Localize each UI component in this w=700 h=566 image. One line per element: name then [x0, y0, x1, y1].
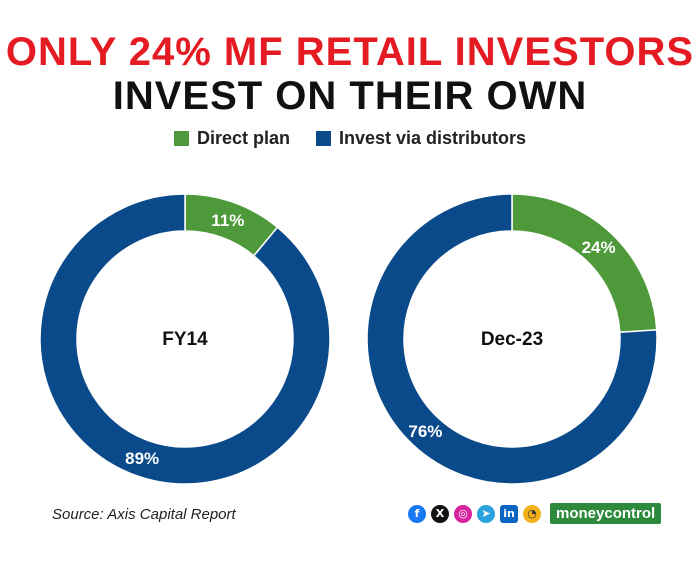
legend-label-direct: Direct plan	[196, 128, 290, 148]
legend-swatch-direct	[173, 131, 189, 146]
title-line-1: ONLY 24% MF RETAIL INVESTORS	[5, 30, 695, 74]
legend-item-distributor: Invest via distributors	[315, 128, 527, 149]
donut-center-label-1: Dec-23	[481, 329, 543, 350]
koo-icon[interactable]: ◔	[523, 504, 541, 523]
slice-label-direct-1: 24%	[582, 238, 616, 257]
brand-bar: f X ◎ ➤ in ◔ moneycontrol	[408, 503, 662, 524]
donut-slice-distributor-1	[366, 193, 658, 485]
instagram-icon[interactable]: ◎	[454, 504, 472, 523]
legend: Direct plan Invest via distributors	[0, 128, 700, 149]
telegram-icon[interactable]: ➤	[477, 504, 495, 523]
donut-slice-distributor-0	[39, 193, 331, 485]
legend-swatch-distributor	[315, 131, 331, 146]
source-note: Source: Axis Capital Report	[52, 506, 236, 523]
title-line-2: INVEST ON THEIR OWN	[112, 74, 588, 118]
donut-center-label-0: FY14	[162, 329, 208, 350]
legend-item-direct: Direct plan	[173, 128, 290, 149]
donut-slice-direct-1	[511, 193, 658, 334]
brand-logo[interactable]: moneycontrol	[550, 503, 662, 524]
linkedin-icon[interactable]: in	[500, 504, 518, 523]
slice-label-direct-0: 11%	[211, 211, 244, 230]
facebook-icon[interactable]: f	[408, 504, 426, 523]
slice-label-distributor-1: 76%	[408, 422, 442, 441]
slice-label-distributor-0: 89%	[125, 449, 159, 468]
legend-label-distributor: Invest via distributors	[338, 128, 527, 148]
x-icon[interactable]: X	[431, 504, 449, 523]
